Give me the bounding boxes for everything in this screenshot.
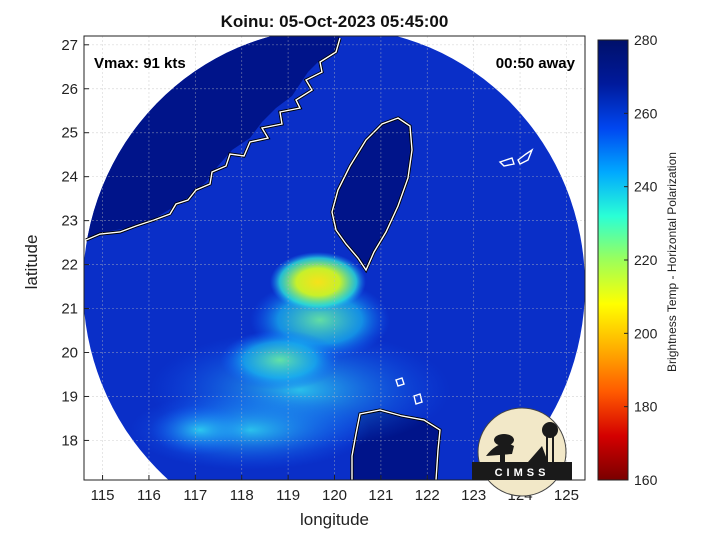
- colorbar-tick-label: 240: [634, 179, 658, 195]
- x-axis: 115116117118119120121122123124125: [91, 475, 579, 504]
- x-tick-label: 123: [461, 487, 486, 504]
- y-tick-label: 21: [61, 301, 78, 318]
- x-axis-label: longitude: [299, 510, 369, 529]
- colorbar-tick-label: 160: [634, 472, 658, 488]
- y-tick-label: 23: [61, 213, 78, 230]
- time-away-label: 00:50 away: [496, 55, 576, 72]
- y-axis: 18 19 20 21 22 23 24 25 26 27: [61, 37, 89, 449]
- x-tick-label: 117: [183, 487, 207, 504]
- logo-text: CIMSS: [495, 467, 550, 479]
- y-tick-label: 25: [61, 125, 78, 142]
- x-tick-label: 119: [276, 487, 300, 504]
- colorbar-tick-label: 200: [634, 325, 658, 341]
- coastline: [85, 37, 584, 480]
- storm-eye: [270, 252, 366, 312]
- y-tick-label: 18: [61, 432, 78, 449]
- x-tick-label: 121: [368, 487, 393, 504]
- colorbar-tick-label: 280: [634, 32, 658, 48]
- x-tick-label: 125: [554, 487, 579, 504]
- x-tick-label: 118: [230, 487, 254, 504]
- y-tick-label: 24: [61, 169, 78, 186]
- cimss-logo: CIMSS: [472, 407, 572, 497]
- x-tick-label: 116: [137, 487, 161, 504]
- colorbar: [597, 39, 629, 481]
- vmax-label: Vmax: 91 kts: [94, 55, 186, 72]
- colorbar-tick-label: 220: [634, 252, 658, 268]
- y-axis-label: latitude: [22, 234, 41, 290]
- water-tower-icon: [542, 422, 558, 438]
- y-tick-label: 19: [61, 388, 78, 405]
- x-tick-label: 122: [415, 487, 440, 504]
- chart-title: Koinu: 05-Oct-2023 05:45:00: [220, 12, 449, 31]
- x-tick-label: 120: [322, 487, 347, 504]
- colorbar-tick-label: 180: [634, 399, 658, 415]
- x-tick-label: 115: [91, 487, 115, 504]
- y-tick-label: 27: [61, 37, 78, 54]
- colorbar-label: Brightness Temp - Horizontal Polarizatio…: [665, 152, 679, 372]
- y-tick-label: 22: [61, 257, 78, 274]
- y-tick-label: 20: [61, 345, 78, 362]
- grid-lines: [84, 36, 585, 480]
- colorbar-ticks: 160 180 200 220 240 260 280: [624, 32, 658, 488]
- y-tick-label: 26: [61, 81, 78, 98]
- colorbar-tick-label: 260: [634, 105, 658, 121]
